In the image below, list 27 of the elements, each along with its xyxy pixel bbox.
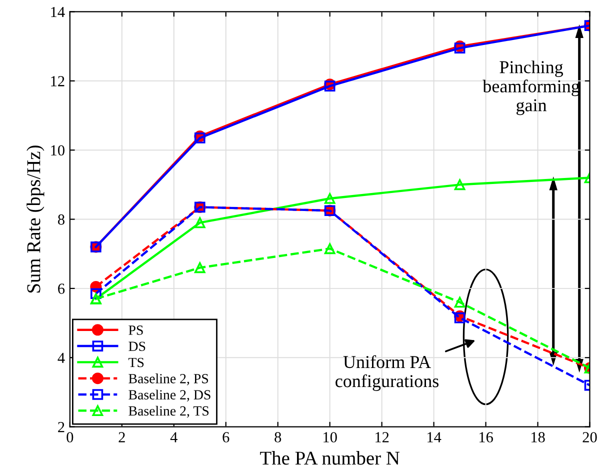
x-tick-label: 6 [222,432,230,442]
annotation: Uniform PA configurations [336,355,439,391]
legend-label: Baseline 2, TS [128,406,209,418]
y-tick-label: 8 [58,214,64,225]
legend-label: Baseline 2, PS [128,374,208,386]
x-tick-label: 4 [170,432,178,442]
x-tick-label: 14 [428,432,442,442]
legend-label: PS [128,326,143,335]
x-tick-label: 2 [118,432,125,442]
y-tick-label: 4 [58,352,65,363]
y-tick-label: 14 [51,6,65,18]
legend-label: DS [128,342,146,352]
x-tick-label: 18 [531,432,545,442]
x-axis-title: The PA number N [260,451,400,465]
x-tick-label: 0 [66,432,74,442]
x-tick-label: 8 [274,432,282,442]
y-tick-label: 2 [58,422,64,432]
y-axis-title: Sum Rate (bps/Hz) [26,146,44,292]
y-tick-label: 10 [51,145,64,156]
legend-label: Baseline 2, DS [128,390,210,402]
legend-label: TS [128,358,144,368]
y-tick-label: 12 [51,76,64,86]
x-tick-label: 16 [479,432,493,442]
x-tick-label: 10 [324,432,337,442]
x-tick-label: 20 [582,432,597,442]
y-tick-label: 6 [58,284,65,294]
x-tick-label: 12 [376,432,389,442]
